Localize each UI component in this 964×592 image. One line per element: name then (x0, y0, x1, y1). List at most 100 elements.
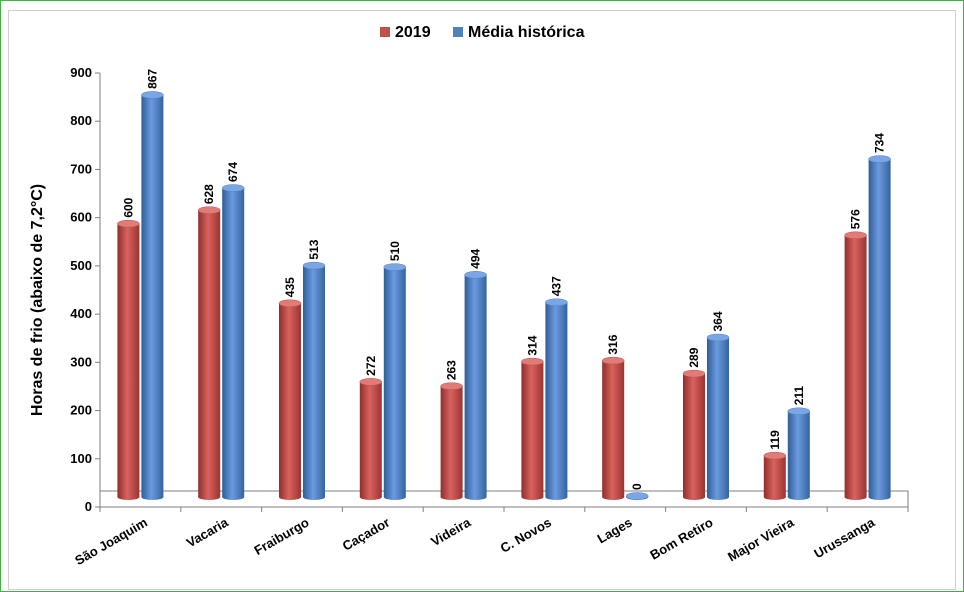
bar-top (278, 299, 302, 307)
bar-top (117, 219, 140, 228)
bar-2019 (763, 455, 786, 497)
data-label: 576 (849, 209, 863, 229)
bar-media (141, 94, 164, 497)
y-axis-label: Horas de frio (abaixo de 7,2°C) (29, 184, 46, 416)
bar-top (221, 184, 245, 192)
data-label: 272 (364, 355, 378, 375)
bar-base (763, 494, 786, 500)
y-tick-label: 0 (85, 499, 92, 514)
bar-base (303, 494, 325, 500)
y-tick-label: 600 (70, 210, 92, 225)
bar-media (707, 337, 729, 497)
legend-entry: 2019 (395, 24, 431, 41)
bar-base (868, 494, 891, 500)
data-label: 0 (630, 483, 644, 490)
bar-media (545, 302, 568, 497)
bar-media (222, 187, 245, 497)
y-tick-label: 900 (70, 65, 92, 80)
y-tick-label: 300 (70, 354, 92, 369)
category-label: São Joaquim (72, 515, 150, 568)
data-label: 314 (525, 335, 539, 355)
legend-swatch (453, 27, 463, 37)
bar-base (198, 494, 221, 500)
bar-top (383, 263, 407, 271)
data-label: 734 (873, 133, 887, 153)
bar-top (545, 298, 568, 307)
bar-top (787, 407, 811, 416)
bar-base (683, 494, 705, 500)
bar-2019 (440, 386, 463, 497)
bar-2019 (359, 381, 382, 497)
bar-media (303, 265, 325, 497)
bar-base (521, 494, 544, 500)
bar-top (706, 333, 730, 342)
bar-base (279, 494, 301, 500)
y-tick-label: 100 (70, 451, 92, 466)
data-label: 263 (445, 360, 459, 380)
legend-entry: Média histórica (468, 24, 585, 41)
data-label: 119 (768, 430, 782, 450)
y-tick-label: 200 (70, 403, 92, 418)
bar-2019 (279, 303, 301, 497)
data-label: 316 (606, 334, 620, 354)
bar-base (464, 494, 487, 500)
data-label: 494 (469, 248, 483, 268)
bar-base (707, 494, 729, 500)
bar-base (787, 494, 810, 500)
data-label: 674 (226, 162, 240, 182)
bar-top (464, 271, 487, 279)
bar-top (440, 382, 463, 390)
bar-top (682, 369, 706, 378)
bar-2019 (117, 223, 140, 497)
bar-base (117, 494, 140, 500)
legend: 2019 Média histórica (380, 24, 585, 41)
bar-base (383, 494, 406, 500)
bar-top (601, 356, 625, 365)
bar-base (602, 494, 625, 500)
category-label: Lages (595, 515, 635, 547)
bar-top (763, 451, 787, 460)
bar-2019 (844, 235, 867, 498)
bar-top (868, 155, 891, 163)
bar-base (141, 494, 164, 500)
bar-base (359, 494, 382, 500)
category-label: Caçador (340, 515, 393, 554)
chart-area-frame (8, 10, 956, 590)
bar-top (844, 231, 867, 239)
bar-media (464, 274, 487, 497)
bar-media (868, 159, 891, 497)
category-label: Fraiburgo (251, 515, 311, 558)
y-tick-label: 700 (70, 161, 92, 176)
bar-base (440, 494, 463, 500)
bar-top (197, 206, 221, 214)
data-label: 437 (549, 276, 563, 296)
data-label: 211 (792, 386, 806, 406)
data-label: 510 (388, 241, 402, 261)
floor-plane (99, 490, 909, 508)
y-tick-label: 500 (70, 258, 92, 273)
bar-2019 (521, 361, 544, 497)
data-label: 513 (307, 239, 321, 259)
bar-2019 (198, 210, 221, 498)
category-label: Major Vieira (725, 514, 797, 564)
category-label: Urussanga (811, 514, 877, 561)
category-label: Videira (428, 514, 474, 549)
data-label: 867 (145, 69, 159, 89)
y-tick-label: 400 (70, 306, 92, 321)
bar-base (844, 494, 867, 500)
data-labels: 600 867 628 674 435 513 272 510 263 494 314 437 316 0… (121, 69, 886, 490)
bar-top (521, 357, 544, 366)
bar-top (141, 91, 164, 99)
y-tick-label: 800 (70, 113, 92, 128)
data-label: 435 (283, 277, 297, 297)
bar-top (302, 261, 326, 270)
bar-media (787, 411, 810, 497)
bars (117, 91, 891, 500)
bar-base (222, 494, 245, 500)
chart-floor (99, 490, 909, 508)
data-label: 289 (687, 347, 701, 367)
category-label: Vacaria (184, 514, 232, 550)
category-label: C. Novos (498, 515, 554, 556)
data-label: 600 (121, 197, 135, 217)
